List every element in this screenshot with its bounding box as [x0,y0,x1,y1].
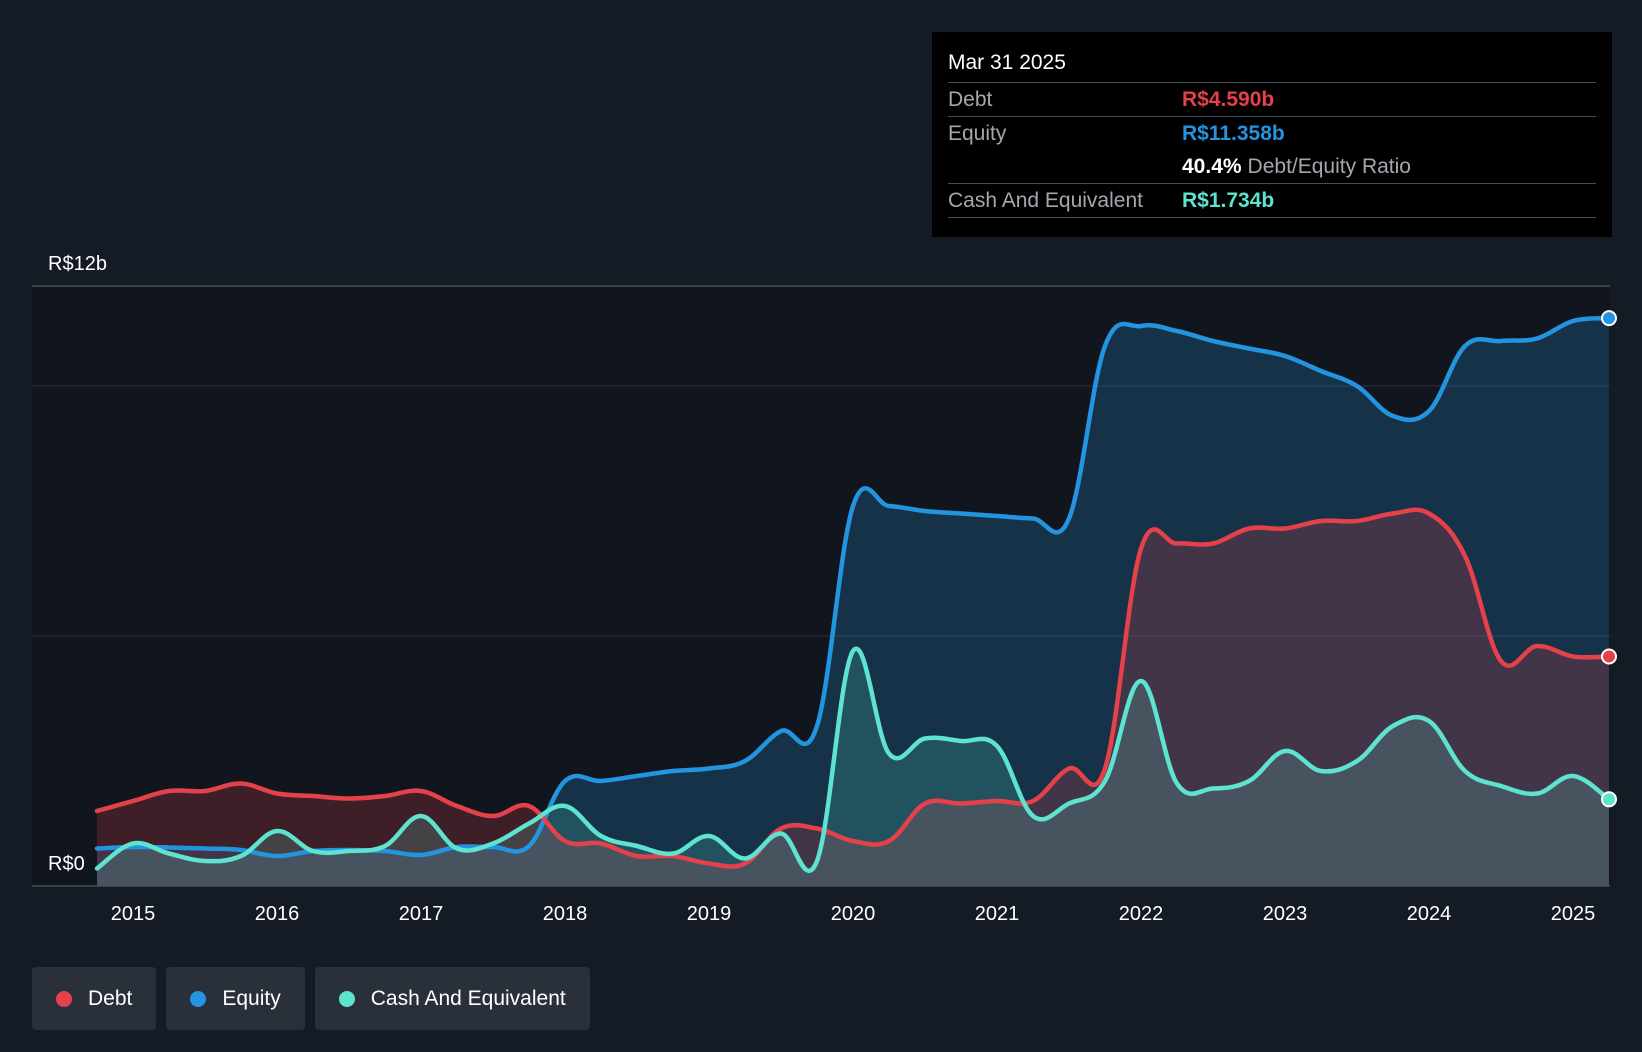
equity-end-marker[interactable] [1601,310,1617,327]
series-end-markers [1601,310,1617,808]
tooltip-row-ratio: 40.4% Debt/Equity Ratio [948,150,1596,184]
tooltip-row-cash: Cash And Equivalent R$1.734b [948,184,1596,218]
x-tick-label: 2019 [687,903,732,925]
chart-legend: Debt Equity Cash And Equivalent [32,967,590,1030]
legend-item-cash[interactable]: Cash And Equivalent [314,967,590,1030]
tooltip-debt-label: Debt [948,87,993,111]
tooltip-equity-value: R$11.358b [1182,121,1285,145]
cash-area [97,648,1609,886]
cash-end-marker[interactable] [1601,791,1617,808]
tooltip-cash-value: R$1.734b [1182,188,1275,212]
y-tick-label-bottom: R$0 [48,853,85,875]
tooltip-row-equity: Equity R$11.358b [948,117,1596,150]
grid-lines [32,285,1610,637]
tooltip-date: Mar 31 2025 [948,48,1596,83]
equity-area [97,318,1609,887]
series-lines [94,315,1612,873]
series-areas [97,318,1609,887]
x-tick-label: 2022 [1119,903,1164,925]
legend-item-equity[interactable]: Equity [166,967,305,1030]
x-tick-label: 2021 [975,903,1020,925]
x-tick-label: 2016 [255,903,300,925]
x-tick-label: 2015 [111,903,156,925]
legend-dot-equity [190,990,207,1007]
tooltip-ratio-value: 40.4% [1182,154,1242,178]
tooltip-panel: Mar 31 2025 Debt R$4.590b Equity R$11.35… [932,32,1612,237]
tooltip-ratio-label: Debt/Equity Ratio [1247,154,1411,178]
legend-label-debt: Debt [88,986,133,1010]
x-tick-label: 2025 [1551,903,1596,925]
tooltip-equity-label: Equity [948,121,1007,145]
tooltip-row-debt: Debt R$4.590b [948,83,1596,117]
legend-item-debt[interactable]: Debt [32,967,157,1030]
x-tick-label: 2017 [399,903,444,925]
axes: 2015 2016 2017 2018 2019 2020 2021 2022 2023 2024… [32,253,1610,925]
y-tick-label-top: R$12b [48,253,107,275]
cash-line [94,646,1612,873]
legend-dot-debt [56,990,72,1007]
legend-dot-cash [338,990,355,1007]
x-tick-label: 2024 [1407,903,1452,925]
tooltip-cash-label: Cash And Equivalent [948,188,1143,212]
x-tick-label: 2020 [831,903,876,925]
x-tick-label: 2018 [543,903,588,925]
tooltip-debt-value: R$4.590b [1182,87,1275,111]
legend-label-cash: Cash And Equivalent [370,986,566,1010]
legend-label-equity: Equity [222,986,281,1010]
debt-end-marker[interactable] [1601,648,1617,665]
debt-line [94,507,1612,869]
debt-area [97,509,1609,886]
x-tick-label: 2023 [1263,903,1308,925]
